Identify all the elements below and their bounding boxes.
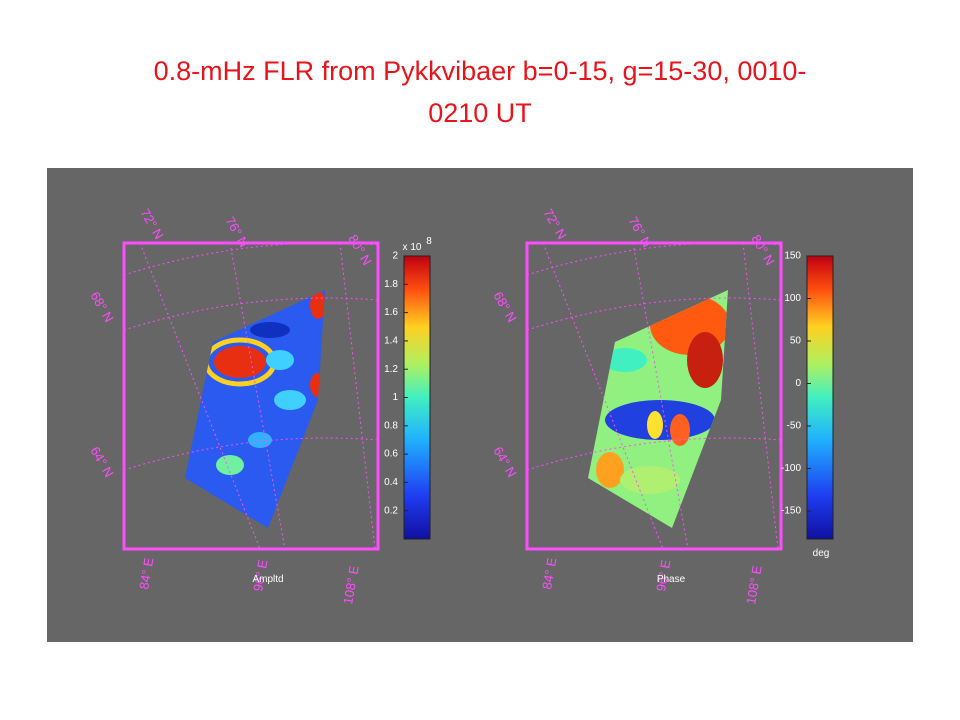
colorbar-tick-label: 0 — [795, 378, 801, 389]
colorbar-tick-label: 1.2 — [384, 364, 398, 375]
title-line: 0.8-mHz FLR from Pykkvibaer b=0-15, g=15… — [154, 56, 807, 86]
colorbar-tick-label: -100 — [781, 463, 801, 474]
colorbar-tick-label: 0.4 — [384, 477, 398, 488]
grid-line — [742, 242, 779, 550]
colorbar-exponent: 8 — [426, 236, 432, 247]
colorbar-tick-label: 1.4 — [384, 336, 398, 347]
grid-label: 96° E — [250, 558, 270, 592]
grid-line — [632, 242, 689, 550]
grid-line — [339, 242, 376, 550]
colorbar-tick-label: -150 — [781, 506, 801, 517]
amplitude-map — [185, 290, 325, 528]
grid-line — [229, 242, 286, 550]
colorbar-unit: deg — [813, 548, 830, 559]
grid-label: 84° E — [539, 556, 559, 590]
colorbar-tick-label: 0.8 — [384, 420, 398, 431]
panel-label: Ampltd — [252, 574, 283, 585]
colorbar-tick-label: 0.2 — [384, 505, 398, 516]
map-frame — [122, 241, 380, 551]
title-line: 0210 UT — [428, 98, 532, 128]
colorbar-tick-label: 1 — [392, 392, 398, 403]
grid-label: 96° E — [653, 558, 673, 592]
panel-label: Phase — [657, 574, 686, 585]
grid-label: 84° E — [136, 556, 156, 590]
colorbar-tick-label: 1.8 — [384, 279, 398, 290]
grid-label: 108° E — [743, 564, 765, 606]
colorbar-tick-label: 1.6 — [384, 307, 398, 318]
figure-background — [47, 168, 913, 642]
grid-label: 108° E — [340, 564, 362, 606]
colorbar-tick-label: 0.6 — [384, 449, 398, 460]
colorbar-multiplier: x 10 — [403, 242, 422, 253]
colorbar-tick-label: 2 — [392, 251, 398, 262]
colorbar-tick-label: 100 — [784, 293, 801, 304]
colorbar-tick-label: -50 — [787, 421, 802, 432]
colorbar — [806, 255, 834, 540]
map-frame — [525, 241, 783, 551]
colorbar-tick-label: 50 — [790, 336, 802, 347]
colorbar-tick-label: 150 — [784, 251, 801, 262]
